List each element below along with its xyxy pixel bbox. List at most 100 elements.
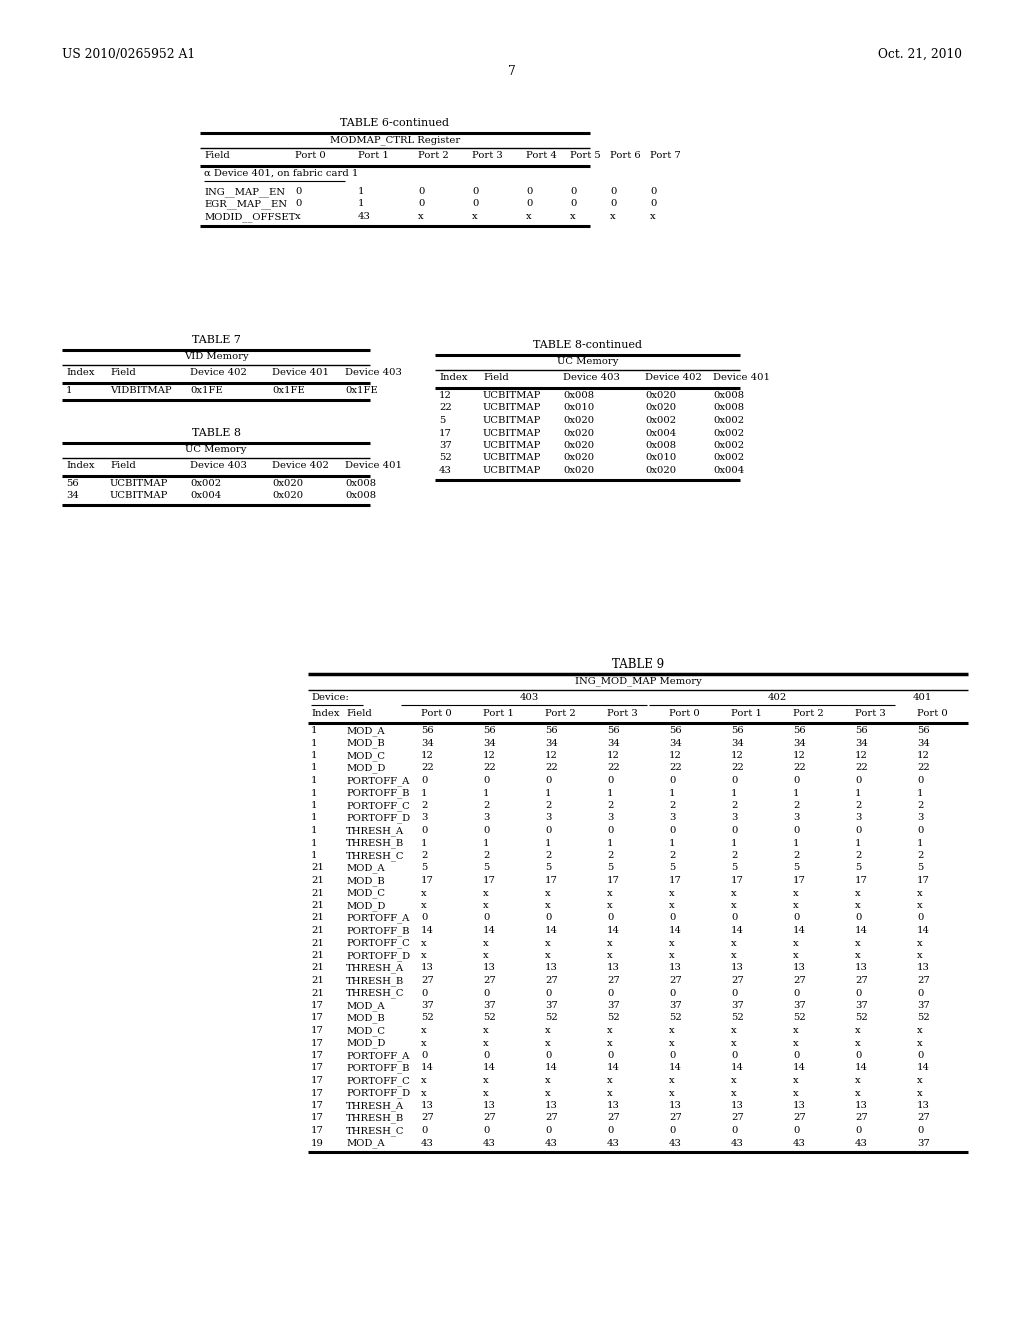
Text: PORTOFF_C: PORTOFF_C bbox=[346, 1076, 410, 1085]
Text: UCBITMAP: UCBITMAP bbox=[483, 466, 542, 475]
Text: 0: 0 bbox=[607, 1051, 613, 1060]
Text: x: x bbox=[731, 1076, 736, 1085]
Text: 21: 21 bbox=[311, 964, 324, 973]
Text: 1: 1 bbox=[311, 838, 317, 847]
Text: 0: 0 bbox=[918, 1126, 924, 1135]
Text: x: x bbox=[855, 888, 860, 898]
Text: 52: 52 bbox=[483, 1014, 496, 1023]
Text: TABLE 8-continued: TABLE 8-continued bbox=[534, 341, 642, 350]
Text: 0: 0 bbox=[793, 776, 800, 785]
Text: x: x bbox=[607, 950, 612, 960]
Text: 401: 401 bbox=[912, 693, 932, 702]
Text: Port 1: Port 1 bbox=[358, 150, 389, 160]
Text: 13: 13 bbox=[669, 1101, 682, 1110]
Text: 0: 0 bbox=[607, 913, 613, 923]
Text: 13: 13 bbox=[545, 1101, 558, 1110]
Text: Port 2: Port 2 bbox=[418, 150, 449, 160]
Text: x: x bbox=[731, 1039, 736, 1048]
Text: 3: 3 bbox=[545, 813, 551, 822]
Text: 19: 19 bbox=[311, 1138, 324, 1147]
Text: 27: 27 bbox=[545, 1114, 558, 1122]
Text: UCBITMAP: UCBITMAP bbox=[483, 429, 542, 437]
Text: 43: 43 bbox=[793, 1138, 806, 1147]
Text: 27: 27 bbox=[855, 1114, 867, 1122]
Text: 1: 1 bbox=[669, 788, 676, 797]
Text: 22: 22 bbox=[918, 763, 930, 772]
Text: 14: 14 bbox=[793, 1064, 806, 1072]
Text: PORTOFF_A: PORTOFF_A bbox=[346, 913, 410, 923]
Text: MOD_A: MOD_A bbox=[346, 726, 385, 735]
Text: x: x bbox=[545, 902, 551, 909]
Text: 27: 27 bbox=[731, 975, 743, 985]
Text: 0x004: 0x004 bbox=[645, 429, 676, 437]
Text: 2: 2 bbox=[855, 851, 861, 861]
Text: 1: 1 bbox=[855, 838, 861, 847]
Text: 14: 14 bbox=[483, 1064, 496, 1072]
Text: 56: 56 bbox=[918, 726, 930, 735]
Text: 0: 0 bbox=[793, 1126, 800, 1135]
Text: 22: 22 bbox=[669, 763, 682, 772]
Text: 0x002: 0x002 bbox=[713, 416, 744, 425]
Text: Port 0: Port 0 bbox=[918, 709, 948, 718]
Text: Port 3: Port 3 bbox=[855, 709, 886, 718]
Text: 17: 17 bbox=[311, 1051, 324, 1060]
Text: 13: 13 bbox=[855, 1101, 868, 1110]
Text: 0x020: 0x020 bbox=[563, 441, 594, 450]
Text: PORTOFF_D: PORTOFF_D bbox=[346, 950, 411, 961]
Text: MOD_A: MOD_A bbox=[346, 863, 385, 874]
Text: 0: 0 bbox=[545, 989, 551, 998]
Text: UCBITMAP: UCBITMAP bbox=[483, 391, 542, 400]
Text: 17: 17 bbox=[439, 429, 452, 437]
Text: 14: 14 bbox=[669, 927, 682, 935]
Text: 13: 13 bbox=[793, 1101, 806, 1110]
Text: 0: 0 bbox=[421, 1126, 427, 1135]
Text: 56: 56 bbox=[731, 726, 743, 735]
Text: 56: 56 bbox=[483, 726, 496, 735]
Text: 1: 1 bbox=[731, 838, 737, 847]
Text: UC Memory: UC Memory bbox=[557, 356, 618, 366]
Text: 1: 1 bbox=[421, 788, 427, 797]
Text: VID Memory: VID Memory bbox=[183, 352, 248, 360]
Text: 12: 12 bbox=[483, 751, 496, 760]
Text: 52: 52 bbox=[918, 1014, 930, 1023]
Text: 1: 1 bbox=[66, 385, 73, 395]
Text: 0: 0 bbox=[855, 989, 861, 998]
Text: 56: 56 bbox=[421, 726, 433, 735]
Text: MOD_C: MOD_C bbox=[346, 888, 385, 898]
Text: x: x bbox=[855, 950, 860, 960]
Text: 0: 0 bbox=[472, 187, 478, 195]
Text: x: x bbox=[855, 1039, 860, 1048]
Text: 13: 13 bbox=[421, 964, 434, 973]
Text: 0: 0 bbox=[483, 826, 489, 836]
Text: 13: 13 bbox=[855, 964, 868, 973]
Text: 56: 56 bbox=[607, 726, 620, 735]
Text: 1: 1 bbox=[545, 838, 552, 847]
Text: THRESH_B: THRESH_B bbox=[346, 1114, 404, 1123]
Text: UCBITMAP: UCBITMAP bbox=[483, 404, 542, 412]
Text: 13: 13 bbox=[918, 1101, 930, 1110]
Text: 37: 37 bbox=[793, 1001, 806, 1010]
Text: 0: 0 bbox=[421, 826, 427, 836]
Text: 21: 21 bbox=[311, 876, 324, 884]
Text: 1: 1 bbox=[483, 838, 489, 847]
Text: MOD_C: MOD_C bbox=[346, 751, 385, 760]
Text: x: x bbox=[421, 1089, 427, 1097]
Text: x: x bbox=[918, 1089, 923, 1097]
Text: 27: 27 bbox=[918, 975, 930, 985]
Text: THRESH_A: THRESH_A bbox=[346, 826, 404, 836]
Text: PORTOFF_A: PORTOFF_A bbox=[346, 776, 410, 785]
Text: 0: 0 bbox=[607, 989, 613, 998]
Text: x: x bbox=[607, 939, 612, 948]
Text: 52: 52 bbox=[439, 454, 452, 462]
Text: THRESH_C: THRESH_C bbox=[346, 989, 404, 998]
Text: 21: 21 bbox=[311, 950, 324, 960]
Text: 0: 0 bbox=[918, 913, 924, 923]
Text: x: x bbox=[421, 1039, 427, 1048]
Text: 27: 27 bbox=[421, 975, 434, 985]
Text: 34: 34 bbox=[731, 738, 743, 747]
Text: PORTOFF_B: PORTOFF_B bbox=[346, 927, 410, 936]
Text: 22: 22 bbox=[855, 763, 867, 772]
Text: 52: 52 bbox=[793, 1014, 806, 1023]
Text: 43: 43 bbox=[421, 1138, 434, 1147]
Text: 17: 17 bbox=[311, 1014, 324, 1023]
